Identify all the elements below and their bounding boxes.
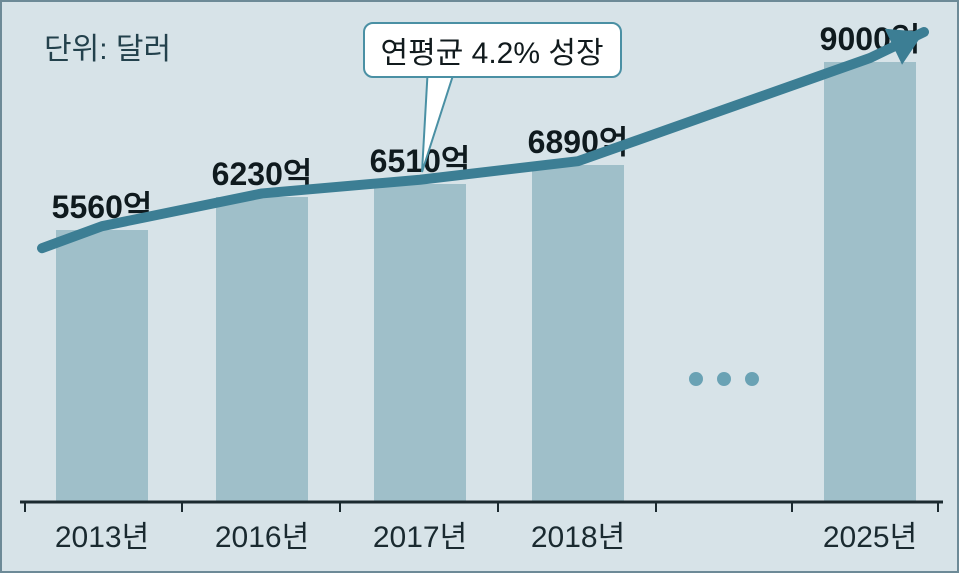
ellipsis-dots-icon xyxy=(689,372,759,386)
bar-value-label: 9000억 xyxy=(820,14,921,60)
bar xyxy=(532,165,624,502)
growth-callout: 연평균 4.2% 성장 xyxy=(363,22,622,78)
x-tick-label: 2013년 xyxy=(55,512,149,556)
bar-value-label: 6510억 xyxy=(370,136,471,182)
x-tick-label: 2018년 xyxy=(531,512,625,556)
x-tick-label: 2016년 xyxy=(215,512,309,556)
bar xyxy=(56,230,148,502)
ellipsis-dot-icon xyxy=(717,372,731,386)
ellipsis-dot-icon xyxy=(689,372,703,386)
bar-value-label: 5560억 xyxy=(52,182,153,228)
growth-bar-chart: 단위: 달러 5560억 2013년 6230억 2016년 6510억 2017년 6890… xyxy=(0,0,959,573)
bar xyxy=(216,197,308,502)
growth-callout-text: 연평균 4.2% 성장 xyxy=(381,37,604,70)
ellipsis-dot-icon xyxy=(745,372,759,386)
x-tick-label: 2017년 xyxy=(373,512,467,556)
x-tick-label: 2025년 xyxy=(823,512,917,556)
bar xyxy=(374,184,466,502)
bar-value-label: 6230억 xyxy=(212,149,313,195)
bar xyxy=(824,62,916,502)
unit-label: 단위: 달러 xyxy=(44,24,171,68)
bar-value-label: 6890억 xyxy=(528,117,629,163)
